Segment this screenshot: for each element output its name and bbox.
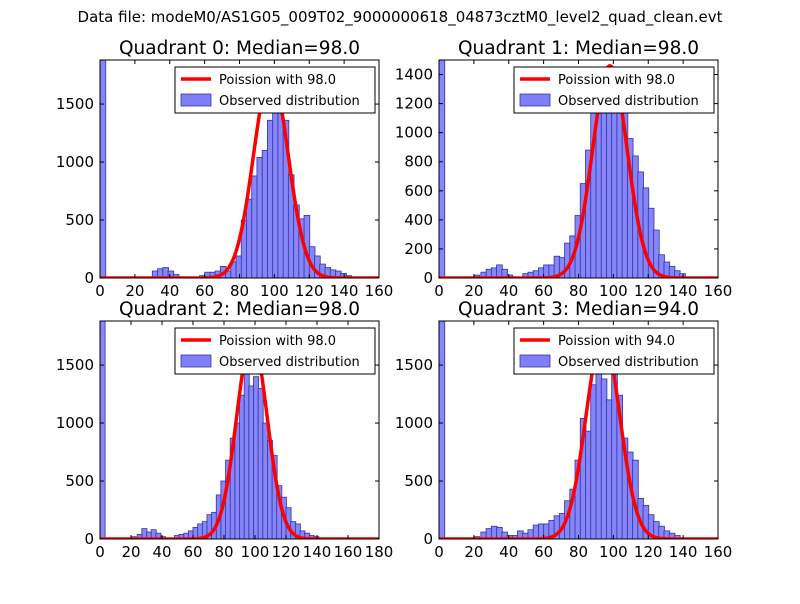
- y-tick-label: 500: [65, 211, 94, 229]
- legend-observed-label: Observed distribution: [219, 355, 360, 370]
- x-tick-label: 0: [434, 282, 444, 300]
- legend-observed-label: Observed distribution: [558, 355, 699, 370]
- y-tick-label: 500: [404, 472, 433, 490]
- y-tick-label: 1000: [56, 414, 94, 432]
- y-tick-label: 1000: [56, 153, 94, 171]
- legend-observed-swatch: [180, 354, 212, 368]
- y-tick-label: 1200: [395, 95, 433, 113]
- figure-title: Data file: modeM0/AS1G05_009T02_90000006…: [77, 8, 723, 26]
- legend: Poission with 98.0 Observed distribution: [174, 327, 376, 375]
- legend-box: [174, 66, 376, 114]
- y-tick-label: 1000: [395, 124, 433, 142]
- y-tick-label: 0: [423, 269, 433, 287]
- y-tick-label: 500: [65, 472, 94, 490]
- legend-observed-swatch: [180, 93, 212, 107]
- x-tick-label: 140: [330, 282, 359, 300]
- histogram-bar: [679, 273, 686, 278]
- legend-observed-swatch: [519, 93, 551, 107]
- x-tick-label: 80: [569, 282, 588, 300]
- x-tick-label: 120: [634, 282, 663, 300]
- x-tick-label: 160: [334, 543, 363, 561]
- y-tick-label: 800: [404, 153, 433, 171]
- y-tick-label: 0: [84, 530, 94, 548]
- x-tick-label: 60: [534, 282, 553, 300]
- x-tick-label: 100: [241, 543, 270, 561]
- x-tick-label: 20: [121, 543, 140, 561]
- legend: Poission with 98.0 Observed distribution: [513, 66, 715, 114]
- histogram-bar: [100, 321, 106, 539]
- legend-poisson-label: Poission with 98.0: [219, 73, 336, 88]
- x-tick-label: 160: [704, 543, 733, 561]
- y-tick-label: 400: [404, 211, 433, 229]
- histogram-bar: [439, 60, 446, 278]
- x-tick-label: 40: [499, 543, 518, 561]
- legend-observed-label: Observed distribution: [219, 94, 360, 109]
- x-tick-label: 100: [599, 282, 628, 300]
- x-tick-label: 80: [569, 543, 588, 561]
- x-tick-label: 140: [303, 543, 332, 561]
- poisson-curve: [100, 336, 379, 539]
- legend: Poission with 94.0 Observed distribution: [513, 327, 715, 375]
- subplot-quadrant-3: 0 20 40 60 80 100 120 140 160 0 500 1000 1500 Quadran…: [395, 299, 733, 561]
- x-tick-label: 140: [669, 282, 698, 300]
- x-tick-label: 60: [534, 543, 553, 561]
- x-tick-label: 60: [183, 543, 202, 561]
- x-tick-label: 80: [230, 282, 249, 300]
- histogram-bar: [439, 321, 446, 539]
- x-tick-label: 0: [95, 543, 105, 561]
- legend-poisson-label: Poission with 98.0: [558, 73, 675, 88]
- y-tick-label: 600: [404, 182, 433, 200]
- y-tick-label: 0: [84, 269, 94, 287]
- x-tick-label: 0: [95, 282, 105, 300]
- x-tick-label: 20: [125, 282, 144, 300]
- legend-observed-label: Observed distribution: [558, 94, 699, 109]
- x-tick-label: 120: [295, 282, 324, 300]
- x-tick-label: 60: [195, 282, 214, 300]
- y-tick-label: 1000: [395, 414, 433, 432]
- subplot-quadrant-2: 0 20 40 60 80 100 120 140 160 180 0 500 1000 1500 Quad…: [56, 299, 394, 561]
- x-tick-label: 160: [365, 282, 394, 300]
- x-tick-label: 140: [669, 543, 698, 561]
- legend-poisson-label: Poission with 98.0: [219, 334, 336, 349]
- x-tick-label: 100: [260, 282, 289, 300]
- y-tick-label: 1500: [395, 356, 433, 374]
- subplot-title: Quadrant 0: Median=98.0: [119, 38, 360, 59]
- y-tick-label: 1400: [395, 66, 433, 84]
- x-tick-label: 180: [365, 543, 394, 561]
- y-tick-label: 0: [423, 530, 433, 548]
- y-tick-label: 200: [404, 240, 433, 258]
- histogram-bar: [155, 532, 162, 539]
- x-tick-label: 160: [704, 282, 733, 300]
- x-tick-label: 40: [152, 543, 171, 561]
- subplot-title: Quadrant 3: Median=94.0: [458, 299, 699, 320]
- legend-observed-swatch: [519, 354, 551, 368]
- legend: Poission with 98.0 Observed distribution: [174, 66, 376, 114]
- x-tick-label: 120: [634, 543, 663, 561]
- histogram-bar: [100, 60, 107, 278]
- histogram-bars: [100, 60, 353, 278]
- subplot-title: Quadrant 2: Median=98.0: [119, 299, 360, 320]
- x-tick-label: 40: [499, 282, 518, 300]
- x-tick-label: 120: [272, 543, 301, 561]
- x-tick-label: 40: [160, 282, 179, 300]
- legend-poisson-label: Poission with 94.0: [558, 334, 675, 349]
- y-tick-label: 1500: [56, 356, 94, 374]
- x-tick-label: 20: [464, 543, 483, 561]
- y-tick-label: 1500: [56, 95, 94, 113]
- subplot-quadrant-1: 0 20 40 60 80 100 120 140 160 0 200 400 600 800 1000 12…: [395, 38, 733, 300]
- plot-frame: [99, 320, 380, 540]
- subplot-quadrant-0: 0 20 40 60 80 100 120 140 160 0 500 1000 1500 Quadran…: [56, 38, 394, 300]
- x-tick-label: 20: [464, 282, 483, 300]
- histogram-bars: [439, 60, 686, 278]
- x-tick-label: 80: [214, 543, 233, 561]
- subplot-title: Quadrant 1: Median=98.0: [458, 38, 699, 59]
- x-tick-label: 100: [599, 543, 628, 561]
- x-tick-label: 0: [434, 543, 444, 561]
